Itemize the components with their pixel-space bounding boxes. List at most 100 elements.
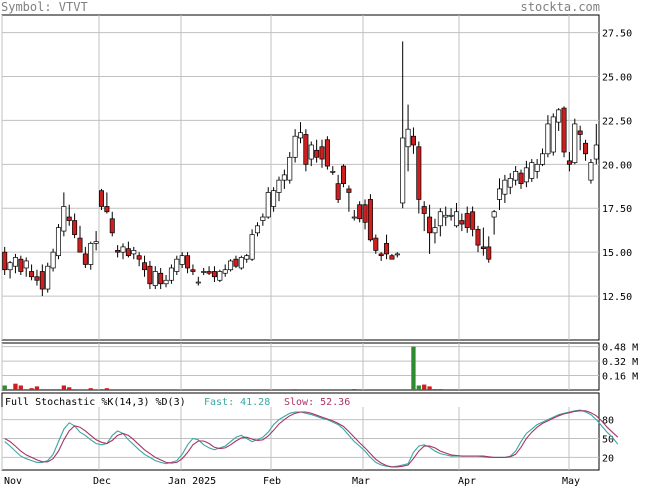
candle-body bbox=[432, 227, 438, 234]
volume-bar bbox=[56, 389, 61, 390]
candle-body bbox=[66, 216, 72, 221]
candle-body bbox=[222, 269, 228, 274]
candle-body bbox=[104, 206, 110, 213]
x-tick-label: Apr bbox=[458, 476, 476, 486]
x-tick-label: Mar bbox=[352, 476, 370, 486]
candle-body bbox=[72, 220, 78, 235]
volume-tick-label: 0.16 M bbox=[602, 372, 638, 383]
candle-body bbox=[556, 109, 562, 123]
candle-body bbox=[287, 156, 293, 181]
candle-body bbox=[185, 255, 191, 269]
price-tick-label: 22.50 bbox=[602, 116, 632, 127]
candle-body bbox=[437, 211, 443, 227]
candle-body bbox=[228, 260, 234, 271]
candle-body bbox=[561, 107, 567, 153]
candle-body bbox=[588, 162, 594, 181]
candle-body bbox=[115, 250, 121, 253]
candle-body bbox=[142, 262, 148, 271]
volume-bar bbox=[29, 388, 34, 390]
candle-body bbox=[545, 123, 551, 155]
candle-body bbox=[453, 211, 459, 227]
candle-body bbox=[147, 265, 153, 285]
stochastic-label: Full Stochastic %K(14,3) %D(3) bbox=[5, 397, 186, 408]
candle-body bbox=[233, 258, 239, 267]
x-tick-label: Dec bbox=[93, 476, 111, 486]
candle-body bbox=[593, 144, 599, 160]
candle-body bbox=[373, 237, 379, 251]
stochastic-tick-label: 50 bbox=[602, 435, 614, 446]
candle-body bbox=[179, 255, 185, 265]
volume-bar bbox=[7, 389, 13, 390]
volume-bar bbox=[422, 384, 427, 390]
x-tick-label: Feb bbox=[263, 476, 281, 486]
candle-body bbox=[308, 144, 314, 160]
candle-body bbox=[540, 153, 546, 165]
price-tick-label: 25.00 bbox=[602, 72, 632, 83]
candle-body bbox=[23, 260, 29, 269]
candle-body bbox=[443, 214, 449, 218]
candle-body bbox=[190, 269, 196, 272]
candle-body bbox=[351, 216, 357, 219]
candle-body bbox=[448, 214, 454, 217]
x-tick-label: Nov bbox=[4, 476, 22, 486]
candle-body bbox=[394, 253, 400, 256]
x-axis: Nov Dec Jan 2025 Feb Mar Apr May bbox=[4, 476, 580, 486]
volume-bar bbox=[352, 389, 357, 390]
price-panel: 12.50 15.00 17.50 20.00 22.50 25.00 27.50 bbox=[1, 14, 632, 341]
symbol-label: Symbol: VTVT bbox=[1, 0, 88, 14]
candle-body bbox=[109, 218, 115, 234]
candle-body bbox=[88, 243, 94, 265]
price-tick-label: 20.00 bbox=[602, 160, 632, 171]
volume-bar bbox=[50, 389, 56, 390]
stochastic-panel: 20 50 80 Full Stochastic %K(14,3) %D(3) Fast… bbox=[1, 392, 619, 471]
candle-body bbox=[529, 162, 535, 179]
candle-body bbox=[18, 258, 24, 272]
candle-body bbox=[470, 211, 476, 230]
candle-body bbox=[513, 171, 519, 181]
candle-body bbox=[211, 271, 217, 278]
price-tick-label: 17.50 bbox=[602, 204, 632, 215]
candle-body bbox=[566, 160, 572, 165]
candle-body bbox=[2, 251, 8, 271]
candle-body bbox=[518, 172, 524, 184]
candle-body bbox=[281, 174, 287, 181]
candle-body bbox=[496, 188, 503, 200]
candle-body bbox=[61, 206, 67, 232]
candle-body bbox=[249, 234, 255, 260]
candle-body bbox=[324, 139, 330, 167]
candle-body bbox=[303, 134, 309, 165]
candle-body bbox=[34, 276, 40, 281]
candle-body bbox=[93, 241, 99, 244]
price-frame bbox=[1, 14, 600, 341]
volume-bar bbox=[61, 385, 67, 390]
candle-body bbox=[416, 146, 422, 200]
volume-bar bbox=[438, 389, 443, 390]
candle-body bbox=[45, 265, 51, 290]
price-tick-label: 27.50 bbox=[602, 29, 632, 40]
candle-body bbox=[410, 135, 416, 146]
candle-body bbox=[201, 271, 207, 273]
candle-body bbox=[319, 146, 325, 160]
x-tick-label: May bbox=[562, 476, 580, 486]
candle-body bbox=[583, 142, 589, 155]
price-tick-label: 12.50 bbox=[602, 292, 632, 303]
stochastic-line-slow bbox=[4, 410, 619, 468]
volume-bar bbox=[72, 389, 77, 390]
volume-bar bbox=[45, 389, 50, 390]
candle-body bbox=[362, 204, 368, 223]
candle-body bbox=[421, 206, 427, 214]
candle-body bbox=[125, 248, 131, 257]
brand-label: stockta.com bbox=[520, 0, 600, 14]
candle-body bbox=[480, 246, 486, 249]
candle-body bbox=[384, 243, 390, 255]
candle-body bbox=[378, 253, 384, 257]
candle-body bbox=[55, 227, 61, 257]
candle-body bbox=[346, 188, 352, 193]
volume-bar bbox=[292, 389, 298, 390]
candle-body bbox=[400, 137, 406, 204]
candle-body bbox=[314, 149, 320, 158]
candle-body bbox=[292, 135, 298, 158]
candle-body bbox=[297, 132, 304, 139]
candle-body bbox=[77, 237, 83, 253]
candle-body bbox=[507, 178, 513, 188]
